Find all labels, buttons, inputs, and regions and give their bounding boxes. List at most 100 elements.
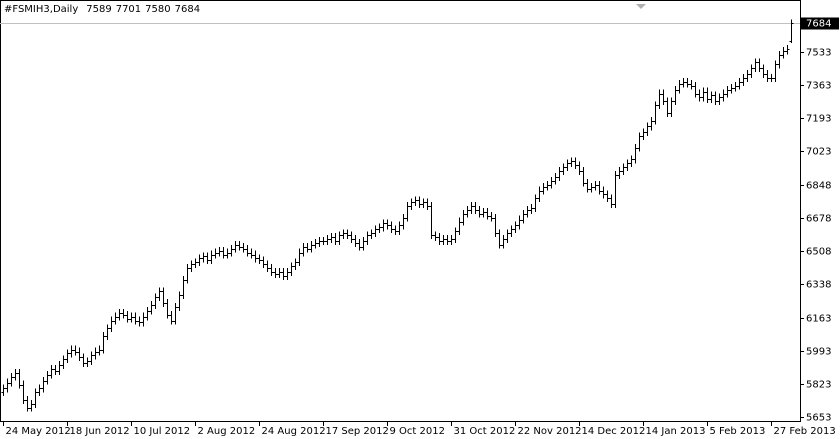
y-tick-label: 6338 — [806, 280, 831, 291]
ohlc-bar — [493, 213, 498, 238]
ohlc-bar — [537, 186, 542, 203]
ohlc-bar — [601, 186, 606, 199]
x-tick-label: 24 May 2012 — [6, 426, 71, 437]
ohlc-bar — [725, 85, 730, 98]
ohlc-bar — [173, 303, 178, 325]
ohlc-bar — [761, 64, 766, 78]
header-high: 7701 — [116, 4, 141, 15]
ohlc-bar — [317, 237, 322, 247]
header-open: 7589 — [86, 4, 111, 15]
ohlc-bar — [757, 58, 762, 73]
ohlc-bar — [181, 275, 186, 300]
y-tick-label: 5823 — [806, 380, 831, 391]
ohlc-bar — [401, 213, 406, 230]
ohlc-bar — [141, 312, 146, 327]
ohlc-bar — [333, 233, 338, 245]
ohlc-bar — [749, 64, 754, 78]
shift-marker — [636, 4, 646, 9]
ohlc-bar — [201, 252, 206, 263]
x-tick-label: 18 Jun 2012 — [70, 426, 130, 437]
plot-frame — [0, 0, 801, 422]
ohlc-bar — [769, 74, 774, 82]
price-label-box — [801, 17, 839, 30]
ohlc-bar — [585, 178, 590, 193]
ohlc-bar — [697, 89, 702, 102]
ohlc-bar — [389, 221, 394, 234]
ohlc-bar — [577, 161, 582, 175]
price-label: 7684 — [806, 19, 831, 30]
ohlc-bar — [361, 237, 366, 251]
ohlc-bar — [1, 384, 6, 397]
ohlc-bar — [417, 196, 422, 208]
ohlc-bar — [669, 97, 674, 117]
x-tick-label: 5 Feb 2013 — [710, 426, 766, 437]
ohlc-bar — [605, 190, 610, 203]
ohlc-bar — [737, 77, 742, 90]
ohlc-bar — [549, 176, 554, 189]
ohlc-bar — [325, 235, 330, 245]
ohlc-bar — [17, 369, 22, 389]
ohlc-bar — [789, 19, 794, 44]
ohlc-bar — [705, 87, 710, 104]
ohlc-bar — [449, 235, 454, 245]
ohlc-bar — [589, 182, 594, 193]
ohlc-bar — [453, 227, 458, 243]
ohlc-bar — [149, 301, 154, 315]
ohlc-bar — [133, 312, 138, 325]
ohlc-bar — [653, 101, 658, 125]
ohlc-bar — [425, 198, 430, 210]
ohlc-bar — [297, 248, 302, 267]
ohlc-bar — [621, 163, 626, 175]
y-tick-label: 7193 — [806, 114, 831, 125]
header-close: 7684 — [175, 4, 200, 15]
ohlc-bar — [289, 262, 294, 276]
symbol: #FSMIH3,Daily — [4, 4, 78, 15]
ohlc-bar — [45, 370, 50, 385]
x-tick-label: 14 Dec 2012 — [582, 426, 646, 437]
ohlc-bar — [701, 87, 706, 102]
ohlc-bar — [533, 194, 538, 212]
y-tick-label: 6163 — [806, 314, 831, 325]
ohlc-bar — [113, 312, 118, 325]
ohlc-bar — [489, 211, 494, 222]
ohlc-bar — [529, 204, 534, 214]
ohlc-bar — [433, 231, 438, 241]
ohlc-bar — [117, 308, 122, 321]
ohlc-bar — [517, 215, 522, 230]
ohlc-bar — [205, 252, 210, 265]
ohlc-bar — [381, 219, 386, 232]
ohlc-bar — [209, 250, 214, 265]
ohlc-bar — [57, 361, 62, 375]
ohlc-bar — [557, 167, 562, 181]
ohlc-bar — [513, 221, 518, 234]
ohlc-bar — [237, 240, 242, 251]
ohlc-bar — [85, 357, 90, 368]
ohlc-bar — [509, 225, 514, 238]
ohlc-bar — [729, 83, 734, 94]
ohlc-bar — [337, 231, 342, 245]
ohlc-bar — [213, 248, 218, 259]
ohlc-bar — [421, 198, 426, 208]
ohlc-bar — [629, 155, 634, 168]
ohlc-bar — [561, 163, 566, 175]
ohlc-bar — [677, 79, 682, 94]
ohlc-bar — [305, 242, 310, 253]
ohlc-bar — [681, 77, 686, 88]
ohlc-bar — [733, 81, 738, 92]
ohlc-bar — [5, 378, 10, 393]
ohlc-bar — [477, 206, 482, 218]
ohlc-bar — [41, 376, 46, 393]
ohlc-bar — [157, 287, 162, 302]
ohlc-bar — [613, 171, 618, 208]
ohlc-bar — [713, 91, 718, 106]
ohlc-bar — [777, 50, 782, 69]
ohlc-bar — [501, 235, 506, 249]
x-tick-label: 2 Aug 2012 — [198, 426, 256, 437]
y-tick-label: 7533 — [806, 48, 831, 59]
ohlc-bar — [153, 293, 158, 309]
ohlc-bar — [345, 229, 350, 240]
ohlc-bar — [165, 299, 170, 319]
ohlc-bar — [573, 157, 578, 170]
ohlc-bar — [685, 77, 690, 88]
ohlc-bar — [21, 380, 26, 404]
